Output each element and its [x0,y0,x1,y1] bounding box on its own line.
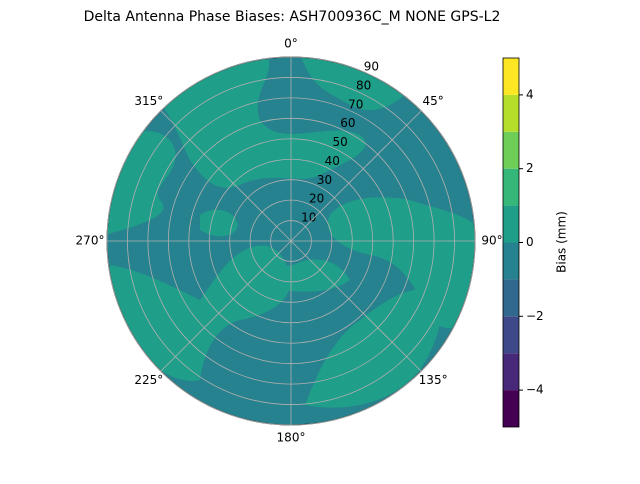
colorbar-tick-label: −2 [526,309,544,323]
colorbar-tick-label: 4 [526,87,534,101]
r-tick-label: 40 [325,154,340,168]
colorbar-band [503,205,519,243]
contour-fill [305,289,441,408]
contour-fill [257,250,350,292]
theta-grid-line [160,240,292,372]
chart-title: Delta Antenna Phase Biases: ASH700936C_M… [84,9,501,25]
colorbar-tick-label: 0 [526,235,534,249]
r-tick-label: 20 [309,192,324,206]
colorbar-band [503,94,519,132]
contour-fill [300,57,410,110]
colorbar-tick-label: −4 [526,383,544,397]
theta-tick-label: 315° [134,94,163,108]
r-tick-label: 50 [332,135,347,149]
r-tick-label: 60 [340,116,355,130]
colorbar-band [503,131,519,169]
theta-tick-label: 90° [481,234,502,248]
r-tick-label: 90 [364,60,379,74]
colorbar-label: Bias (mm) [555,211,569,273]
colorbar-band [503,58,519,95]
contour-fill [109,245,291,381]
theta-tick-label: 45° [422,94,443,108]
theta-tick-label: 180° [277,431,306,445]
r-tick-label: 80 [356,78,371,92]
theta-tick-label: 270° [76,234,105,248]
r-tick-label: 10 [301,211,316,225]
theta-grid-line [290,110,422,242]
colorbar-band [503,242,519,280]
r-tick-label: 30 [317,173,332,187]
theta-grid-line [160,110,292,242]
contour-fill [200,209,238,237]
r-tick-label: 70 [348,97,363,111]
theta-tick-label: 135° [419,373,448,387]
colorbar-band [503,353,519,391]
colorbar-band [503,316,519,354]
theta-tick-label: 0° [284,37,298,51]
colorbar-band [503,279,519,317]
theta-grid-line [290,240,422,372]
colorbar-band [503,168,519,206]
contour-fill [327,197,475,329]
theta-tick-label: 225° [134,373,163,387]
colorbar-tick-label: 2 [526,161,534,175]
colorbar-band [503,390,519,427]
